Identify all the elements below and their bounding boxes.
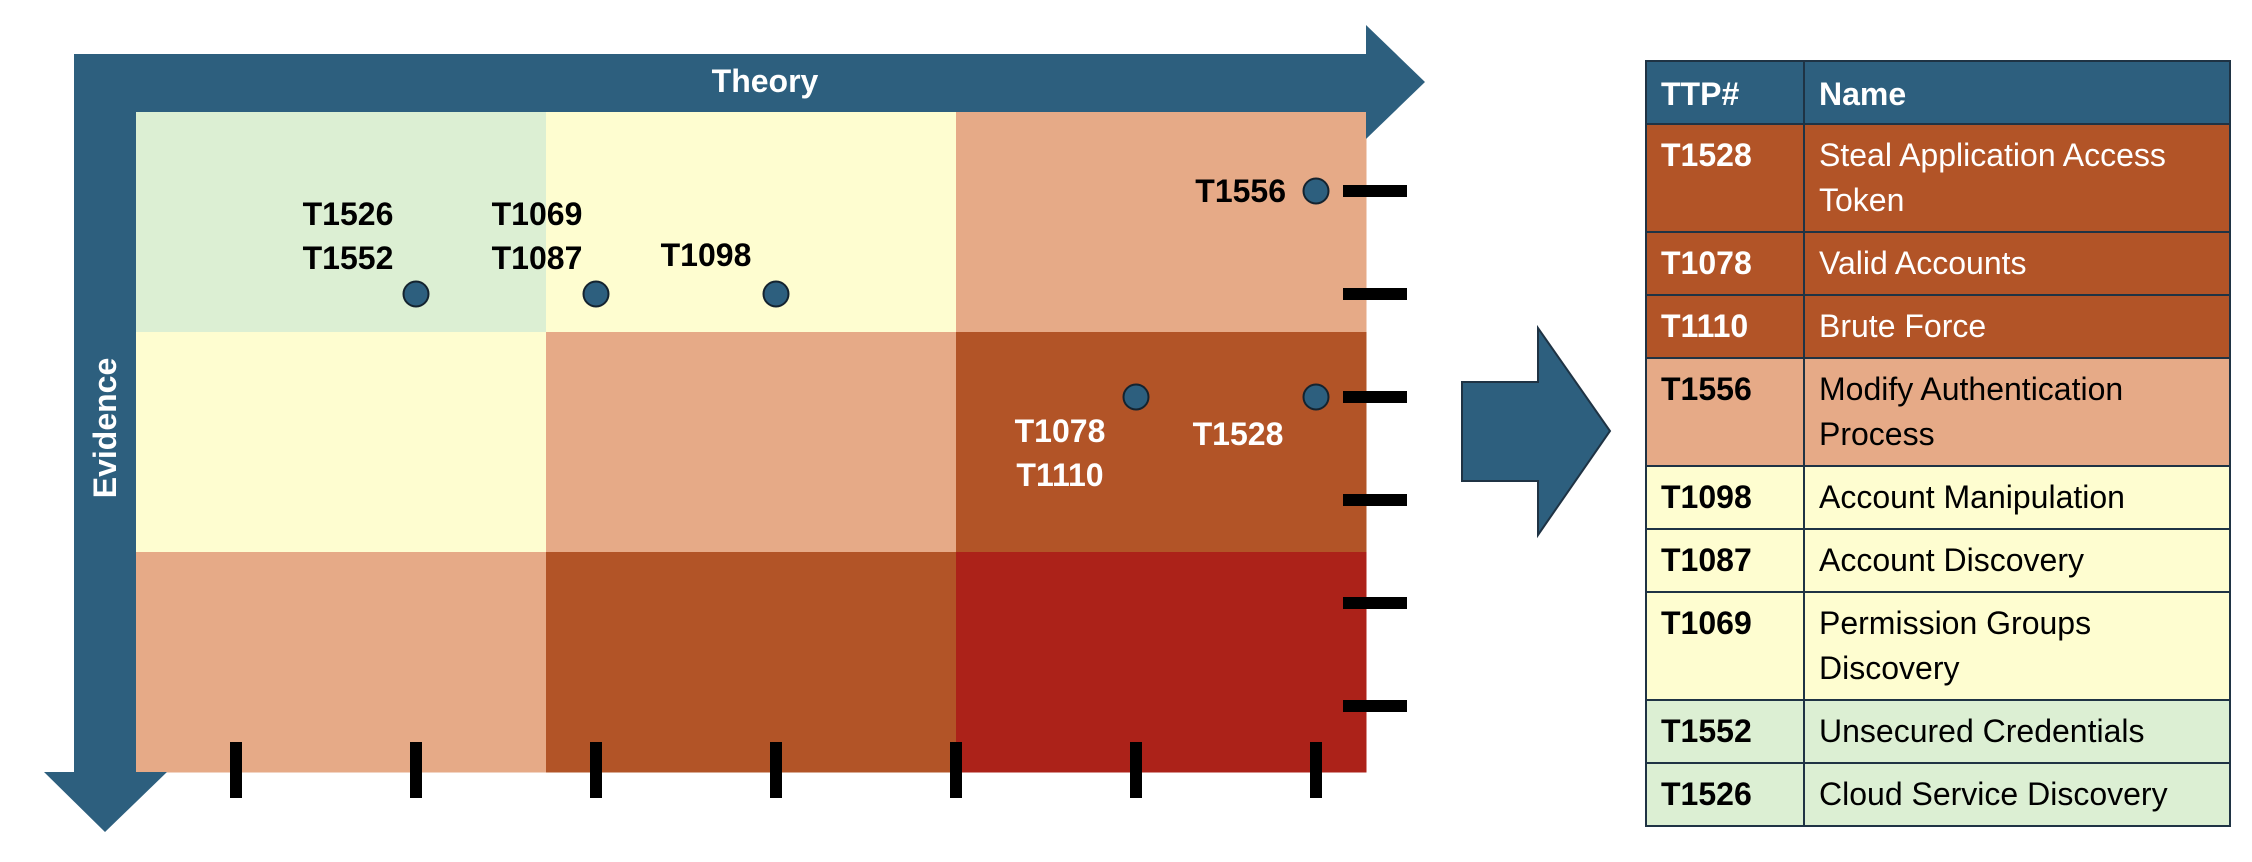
- x-axis-tick: [950, 742, 962, 798]
- matrix-cell: [136, 332, 547, 553]
- point-label: T1069: [492, 196, 583, 232]
- point-labels: T1526 T1552 T1069 T1087 T1098 T1556 T1078 T1110…: [303, 173, 1286, 493]
- table-row: T1087 Account Discovery: [1645, 528, 2231, 593]
- axis-ticks: [230, 185, 1407, 798]
- point-label: T1087: [492, 240, 583, 276]
- theory-axis-arrow: [134, 25, 1425, 139]
- data-point-marker: [582, 280, 610, 308]
- ttp-id-cell: T1069: [1645, 591, 1805, 701]
- column-header-ttp: TTP#: [1645, 60, 1805, 125]
- ttp-id-cell: T1556: [1645, 357, 1805, 467]
- table-row: T1078 Valid Accounts: [1645, 231, 2231, 296]
- data-point-marker: [1302, 177, 1330, 205]
- right-arrow-icon: [1461, 324, 1612, 539]
- evidence-axis-arrow: [44, 54, 167, 832]
- ttp-name-cell: Modify Authentication Process: [1803, 357, 2231, 467]
- point-label: T1552: [303, 240, 394, 276]
- point-label: T1110: [1016, 457, 1103, 493]
- point-label: T1078: [1015, 413, 1106, 449]
- matrix-grid: [136, 112, 1367, 773]
- matrix-cell: [546, 552, 957, 773]
- table-row: T1069 Permission Groups Discovery: [1645, 591, 2231, 701]
- point-label: T1556: [1195, 173, 1286, 209]
- x-axis-tick: [230, 742, 242, 798]
- table-header-row: TTP# Name: [1645, 60, 2231, 125]
- ttp-name-cell: Cloud Service Discovery: [1803, 762, 2231, 827]
- table-row: T1528 Steal Application Access Token: [1645, 123, 2231, 233]
- data-point-marker: [1122, 383, 1150, 411]
- ttp-name-cell: Brute Force: [1803, 294, 2231, 359]
- ttp-id-cell: T1110: [1645, 294, 1805, 359]
- table-row: T1098 Account Manipulation: [1645, 465, 2231, 530]
- table-row: T1552 Unsecured Credentials: [1645, 699, 2231, 764]
- matrix-cell: [136, 552, 547, 773]
- y-axis-tick: [1343, 700, 1407, 712]
- x-axis-tick: [410, 742, 422, 798]
- matrix-cell: [956, 552, 1367, 773]
- table-row: T1526 Cloud Service Discovery: [1645, 762, 2231, 827]
- ttp-name-cell: Account Manipulation: [1803, 465, 2231, 530]
- x-axis-tick: [1310, 742, 1322, 798]
- ttp-id-cell: T1552: [1645, 699, 1805, 764]
- ttp-id-cell: T1528: [1645, 123, 1805, 233]
- ttp-name-cell: Permission Groups Discovery: [1803, 591, 2231, 701]
- y-axis-tick: [1343, 288, 1407, 300]
- x-axis-tick: [1130, 742, 1142, 798]
- ttp-id-cell: T1087: [1645, 528, 1805, 593]
- evidence-axis-label: Evidence: [87, 358, 123, 499]
- table-row: T1556 Modify Authentication Process: [1645, 357, 2231, 467]
- column-header-name: Name: [1803, 60, 2231, 125]
- matrix-cell: [546, 332, 957, 553]
- y-axis-tick: [1343, 597, 1407, 609]
- data-point-marker: [762, 280, 790, 308]
- point-label: T1528: [1193, 416, 1284, 452]
- matrix-cell: [136, 112, 547, 333]
- x-axis-tick: [770, 742, 782, 798]
- ttp-table: TTP# Name T1528 Steal Application Access …: [1645, 60, 2231, 827]
- theory-axis-label: Theory: [712, 63, 819, 99]
- point-label: T1098: [661, 237, 752, 273]
- point-label: T1526: [303, 196, 394, 232]
- ttp-name-cell: Valid Accounts: [1803, 231, 2231, 296]
- matrix-cell: [546, 112, 957, 333]
- y-axis-tick: [1343, 494, 1407, 506]
- data-point-marker: [402, 280, 430, 308]
- matrix-cell: [956, 112, 1367, 333]
- ttp-id-cell: T1526: [1645, 762, 1805, 827]
- y-axis-tick: [1343, 185, 1407, 197]
- matrix-cell: [956, 332, 1367, 553]
- x-axis-tick: [590, 742, 602, 798]
- y-axis-tick: [1343, 391, 1407, 403]
- ttp-id-cell: T1078: [1645, 231, 1805, 296]
- data-point-marker: [1302, 383, 1330, 411]
- data-markers: [402, 177, 1330, 411]
- table-row: T1110 Brute Force: [1645, 294, 2231, 359]
- risk-matrix-diagram: Theory Evidence T1526 T1552 T1069 T1087 T109…: [44, 25, 1425, 832]
- ttp-name-cell: Unsecured Credentials: [1803, 699, 2231, 764]
- ttp-id-cell: T1098: [1645, 465, 1805, 530]
- ttp-name-cell: Steal Application Access Token: [1803, 123, 2231, 233]
- ttp-name-cell: Account Discovery: [1803, 528, 2231, 593]
